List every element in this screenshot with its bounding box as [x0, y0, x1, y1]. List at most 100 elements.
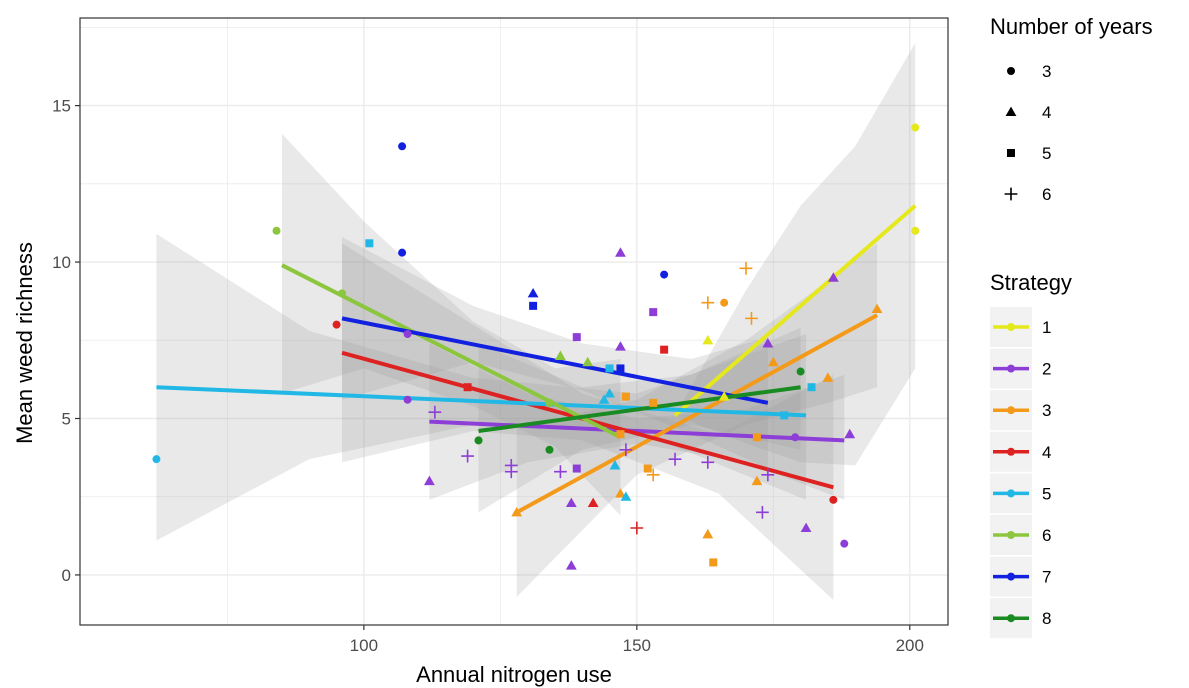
shape-legend-key-4 — [1005, 106, 1017, 117]
data-point-s2-3 — [403, 330, 412, 339]
data-point-s5-7 — [609, 460, 621, 470]
plot-panel — [80, 18, 948, 625]
data-point-s2-17 — [572, 464, 581, 473]
panel-background — [80, 18, 948, 625]
confidence-band-1 — [675, 43, 916, 466]
data-point-s5-2 — [807, 383, 816, 392]
data-point-s2-23 — [800, 522, 812, 533]
data-point-s2-5 — [615, 341, 626, 351]
data-point-s2-25 — [565, 560, 577, 570]
shape-legend-key-5 — [1007, 149, 1015, 157]
color-legend-label: 7 — [1042, 568, 1051, 587]
data-point-s7-5 — [616, 364, 625, 373]
data-point-s1-2 — [702, 334, 714, 345]
regression-line-5 — [156, 385, 807, 418]
data-point-s2-22 — [755, 505, 769, 519]
color-legend-label: 1 — [1042, 318, 1051, 337]
data-point-s2-24 — [840, 539, 849, 548]
color-legend-key-dot-7 — [1007, 572, 1015, 581]
data-point-s3-4 — [745, 311, 758, 325]
data-point-s2-20 — [423, 475, 435, 486]
data-point-s3-15 — [511, 506, 523, 517]
data-point-s6-1 — [338, 289, 347, 298]
data-point-s2-6 — [762, 338, 774, 348]
confidence-band-6 — [281, 133, 621, 516]
y-tick-label: 15 — [52, 97, 71, 116]
data-point-s3-7 — [621, 392, 630, 401]
y-tick-label: 5 — [62, 409, 71, 428]
color-legend-key-dot-4 — [1007, 447, 1015, 456]
color-legend-label: 8 — [1042, 609, 1051, 628]
data-point-s4-5 — [630, 521, 644, 535]
data-point-s5-6 — [152, 455, 161, 464]
data-point-s2-16 — [554, 465, 567, 479]
data-point-s3-3 — [720, 298, 729, 307]
data-point-s7-3 — [527, 287, 539, 298]
data-point-s2-7 — [403, 395, 412, 404]
y-tick-label: 0 — [62, 566, 71, 585]
data-point-s5-8 — [620, 491, 632, 501]
data-point-s5-3 — [598, 394, 610, 404]
data-point-s2-4 — [572, 333, 581, 342]
data-point-s4-1 — [660, 345, 669, 354]
data-point-s5-0 — [365, 239, 374, 248]
color-legend-key-dot-3 — [1007, 406, 1015, 415]
data-point-s5-1 — [605, 364, 614, 373]
color-legend-label: 5 — [1042, 484, 1051, 503]
data-point-s2-13 — [668, 452, 682, 466]
data-point-s2-19 — [761, 468, 775, 482]
x-axis-title: Annual nitrogen use — [416, 662, 612, 687]
data-point-s6-3 — [582, 356, 594, 367]
color-legend-title: Strategy — [990, 270, 1072, 295]
data-point-s3-17 — [709, 558, 718, 567]
shape-legend-title: Number of years — [990, 14, 1153, 39]
regression-line-2 — [429, 419, 845, 443]
data-point-s5-4 — [604, 388, 615, 398]
data-point-s7-4 — [529, 301, 538, 310]
color-legend-label: 2 — [1042, 360, 1051, 379]
data-point-s2-18 — [701, 455, 715, 469]
data-points — [152, 123, 920, 570]
data-point-s3-11 — [643, 464, 652, 473]
data-point-s2-2 — [649, 308, 658, 317]
data-point-s2-21 — [565, 497, 577, 508]
data-point-s2-0 — [615, 247, 626, 257]
data-point-s3-10 — [752, 433, 761, 442]
data-point-s7-2 — [660, 270, 669, 279]
regression-line-3 — [515, 313, 878, 515]
axes: 100 150 200 0 5 10 15 — [52, 17, 949, 655]
data-point-s8-0 — [796, 367, 805, 376]
color-legend-label: 3 — [1042, 401, 1051, 420]
data-point-s6-2 — [555, 350, 566, 360]
color-legend-key-dot-8 — [1007, 614, 1015, 623]
data-point-s5-5 — [780, 411, 789, 420]
color-legend-label: 6 — [1042, 526, 1051, 545]
data-point-s8-2 — [474, 436, 483, 445]
data-point-s3-9 — [616, 430, 625, 439]
shape-legend-label: 6 — [1042, 185, 1051, 204]
data-point-s2-8 — [428, 405, 442, 419]
data-point-s3-0 — [871, 303, 883, 314]
data-point-s2-9 — [844, 428, 856, 439]
regression-line-8 — [478, 385, 801, 433]
data-point-s1-3 — [718, 391, 730, 401]
shape-legend-label: 3 — [1042, 62, 1051, 81]
y-tick-label: 10 — [52, 253, 71, 272]
confidence-band-5 — [156, 233, 807, 541]
y-axis-title: Mean weed richness — [12, 242, 37, 444]
shape-legend-key-3 — [1007, 67, 1015, 75]
confidence-band-3 — [516, 243, 878, 597]
color-legend-key-dot-5 — [1007, 489, 1015, 498]
data-point-s4-4 — [587, 497, 599, 508]
data-point-s2-11 — [619, 443, 633, 457]
data-point-s4-3 — [829, 495, 838, 504]
color-legend-label: 4 — [1042, 443, 1051, 462]
data-point-s3-5 — [767, 356, 779, 367]
data-point-s3-1 — [739, 261, 753, 275]
color-legend-key-dot-6 — [1007, 531, 1015, 539]
data-point-s2-15 — [504, 465, 518, 479]
data-point-s3-14 — [615, 488, 626, 498]
data-point-s4-0 — [332, 320, 341, 329]
shape-legend-label: 5 — [1042, 144, 1051, 163]
